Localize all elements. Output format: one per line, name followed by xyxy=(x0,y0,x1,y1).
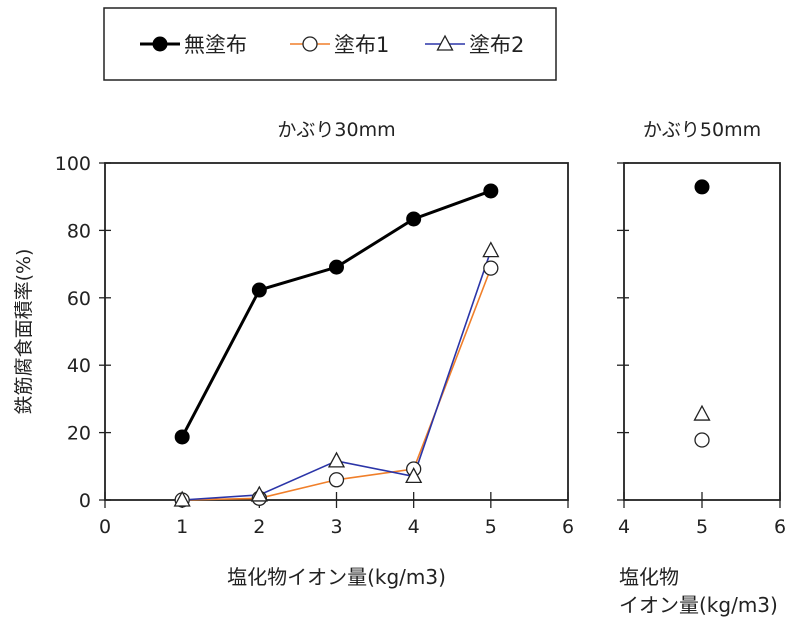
legend-label-2: 塗布1 xyxy=(334,33,389,57)
data-point-1 xyxy=(174,429,190,445)
plot-frame-30mm xyxy=(104,162,569,501)
data-point-3 xyxy=(250,485,268,502)
data-point-3 xyxy=(327,451,346,468)
legend-marker-1 xyxy=(152,36,168,52)
x-axis-label-30mm: 塩化物イオン量(kg/m3) xyxy=(227,565,446,589)
x-tick-label: 6 xyxy=(562,516,574,538)
data-point-50mm-3 xyxy=(693,404,711,421)
x-tick-label: 1 xyxy=(176,516,188,538)
x-tick-label-50mm: 5 xyxy=(696,516,708,538)
y-tick-label: 0 xyxy=(79,490,91,512)
x-tick-label-50mm: 6 xyxy=(774,516,786,538)
y-tick-label: 40 xyxy=(67,355,91,377)
legend-label-1: 無塗布 xyxy=(184,33,247,57)
data-point-3 xyxy=(173,490,191,507)
x-tick-label-50mm: 4 xyxy=(618,516,630,538)
data-point-50mm-1 xyxy=(694,179,710,195)
data-point-2 xyxy=(483,260,499,276)
data-point-1 xyxy=(329,259,344,275)
x-tick-label: 5 xyxy=(485,516,497,538)
data-point-50mm-2 xyxy=(694,432,710,448)
data-point-3 xyxy=(405,467,423,484)
data-point-1 xyxy=(483,183,499,199)
data-point-1 xyxy=(251,282,267,298)
y-tick-label: 80 xyxy=(67,220,91,242)
plot-frame-50mm xyxy=(623,162,781,501)
y-tick-label: 100 xyxy=(55,153,91,175)
legend-marker-3 xyxy=(436,34,454,51)
y-tick-label: 60 xyxy=(67,288,91,310)
legend-marker-2 xyxy=(302,36,318,52)
data-point-3 xyxy=(482,241,500,258)
x-axis-label-50mm-line2: イオン量(kg/m3) xyxy=(619,593,778,617)
x-axis-label-50mm-line1: 塩化物 xyxy=(619,565,679,589)
panel-title-30mm: かぶり30mm xyxy=(277,119,395,141)
series-line-1 xyxy=(180,189,492,438)
x-tick-label: 0 xyxy=(99,516,111,538)
legend-label-3: 塗布2 xyxy=(469,33,524,57)
x-tick-label: 3 xyxy=(330,516,342,538)
y-axis-label: 鉄筋腐食面積率(%) xyxy=(13,249,35,415)
x-tick-label: 4 xyxy=(408,516,420,538)
data-point-1 xyxy=(406,211,422,227)
panel-title-50mm: かぶり50mm xyxy=(643,119,761,141)
y-tick-label: 20 xyxy=(67,423,91,445)
x-tick-label: 2 xyxy=(253,516,265,538)
data-point-2 xyxy=(328,472,345,488)
